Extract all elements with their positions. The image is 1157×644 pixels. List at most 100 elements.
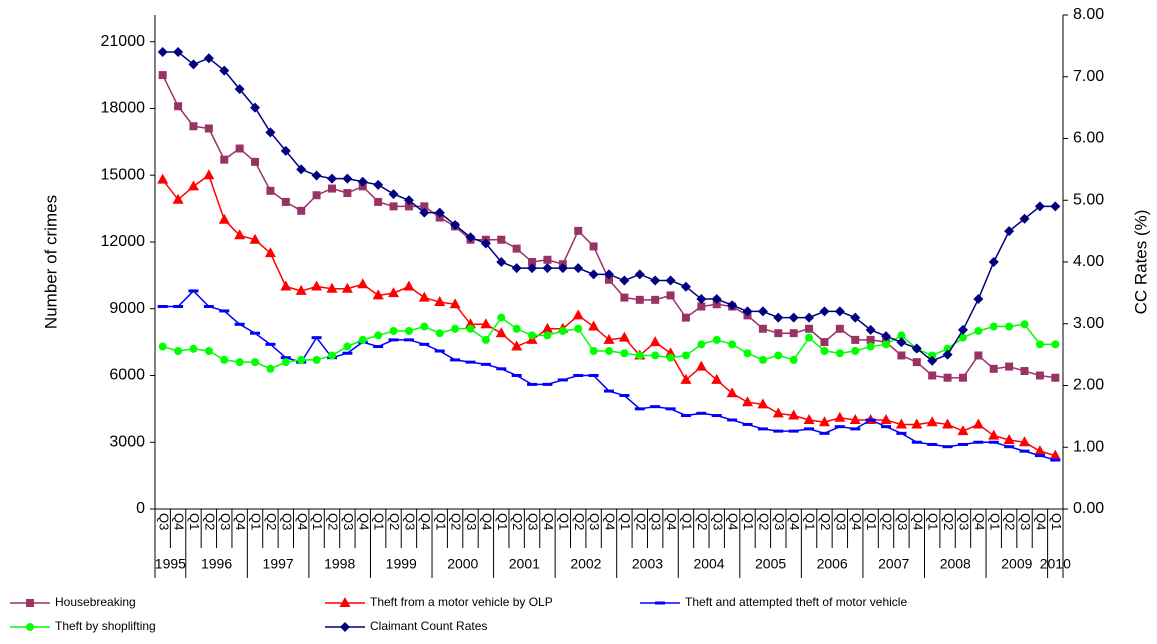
data-point xyxy=(588,269,599,280)
x-tick-label: Q1 xyxy=(987,513,1002,530)
x-tick-label: Q1 xyxy=(433,513,448,530)
data-point xyxy=(374,197,383,206)
data-point xyxy=(758,355,767,364)
legend-label: Housebreaking xyxy=(55,595,136,609)
data-point xyxy=(588,373,599,377)
legend-marker xyxy=(340,622,350,632)
y2-tick-label: 2.00 xyxy=(1073,377,1104,394)
data-point xyxy=(172,193,184,204)
data-point xyxy=(1051,373,1060,382)
data-point xyxy=(697,302,706,311)
data-point xyxy=(972,418,984,429)
y2-tick-label: 1.00 xyxy=(1073,438,1104,455)
legend-label: Theft and attempted theft of motor vehic… xyxy=(685,595,907,609)
data-point xyxy=(1050,458,1061,462)
year-label: 2004 xyxy=(693,556,724,572)
data-point xyxy=(557,263,568,274)
legend-item: Theft and attempted theft of motor vehic… xyxy=(640,595,907,609)
data-point xyxy=(711,294,722,305)
data-point xyxy=(928,351,937,360)
data-point xyxy=(988,429,1000,440)
data-point xyxy=(203,305,214,309)
data-point xyxy=(589,347,598,356)
data-point xyxy=(466,324,475,333)
x-tick-label: Q1 xyxy=(741,513,756,530)
year-label: 1999 xyxy=(386,556,417,572)
data-point xyxy=(542,382,553,386)
x-tick-label: Q1 xyxy=(249,513,264,530)
data-point xyxy=(481,335,490,344)
data-point xyxy=(974,351,983,360)
data-point xyxy=(973,294,984,305)
x-tick-label: Q3 xyxy=(833,513,848,530)
data-point xyxy=(495,327,507,338)
x-tick-label: Q1 xyxy=(926,513,941,530)
data-point xyxy=(1005,322,1014,331)
data-point xyxy=(604,389,614,393)
y-tick-label: 18000 xyxy=(101,100,146,117)
data-point xyxy=(372,289,384,300)
data-point xyxy=(265,127,276,138)
data-point xyxy=(696,294,707,305)
data-point xyxy=(680,414,691,418)
data-point xyxy=(865,324,876,335)
legend-label: Theft by shoplifting xyxy=(55,619,156,633)
x-tick-label: Q2 xyxy=(202,513,217,530)
data-point xyxy=(881,331,892,342)
data-point xyxy=(451,324,460,333)
x-tick-label: Q3 xyxy=(587,513,602,530)
y2-tick-label: 0.00 xyxy=(1073,500,1104,517)
data-point xyxy=(235,144,244,153)
data-point xyxy=(281,358,290,367)
data-point xyxy=(420,202,429,211)
y-tick-label: 12000 xyxy=(101,233,146,250)
data-point xyxy=(220,155,229,164)
year-label: 2001 xyxy=(509,556,540,572)
data-point xyxy=(866,335,875,344)
legend-marker xyxy=(655,601,665,605)
year-label: 1997 xyxy=(263,556,294,572)
data-point xyxy=(911,418,923,429)
data-point xyxy=(851,347,860,356)
data-point xyxy=(280,280,292,291)
y2-axis-title: CC Rates (%) xyxy=(1131,210,1150,315)
data-point xyxy=(281,197,290,206)
y2-tick-label: 8.00 xyxy=(1073,6,1104,23)
data-point xyxy=(574,226,583,235)
year-label: 2010 xyxy=(1040,556,1071,572)
data-point xyxy=(403,338,414,342)
data-point xyxy=(651,295,660,304)
data-point xyxy=(450,219,461,230)
data-point xyxy=(957,442,968,446)
data-point xyxy=(558,326,567,335)
data-point xyxy=(881,425,892,429)
data-point xyxy=(1020,320,1029,329)
data-point xyxy=(989,322,998,331)
data-point xyxy=(695,360,707,371)
data-point xyxy=(711,373,723,384)
data-point xyxy=(973,440,984,444)
x-tick-label: Q2 xyxy=(756,513,771,530)
x-tick-label: Q2 xyxy=(264,513,279,530)
data-point xyxy=(312,355,321,364)
data-point xyxy=(204,347,213,356)
x-tick-label: Q4 xyxy=(295,513,310,530)
x-tick-label: Q3 xyxy=(957,513,972,530)
x-tick-label: Q3 xyxy=(710,513,725,530)
data-point xyxy=(897,351,906,360)
data-point xyxy=(618,331,630,342)
data-point xyxy=(403,280,415,291)
y-tick-label: 21000 xyxy=(101,33,146,50)
data-point xyxy=(882,340,891,349)
data-point xyxy=(189,122,198,131)
data-point xyxy=(541,322,553,333)
data-point xyxy=(511,263,522,274)
x-tick-label: Q4 xyxy=(233,513,248,530)
data-point xyxy=(188,59,199,70)
data-point xyxy=(450,358,461,362)
data-point xyxy=(496,367,507,371)
x-tick-label: Q2 xyxy=(695,513,710,530)
data-point xyxy=(251,358,260,367)
data-point xyxy=(326,282,338,293)
data-point xyxy=(711,414,722,418)
